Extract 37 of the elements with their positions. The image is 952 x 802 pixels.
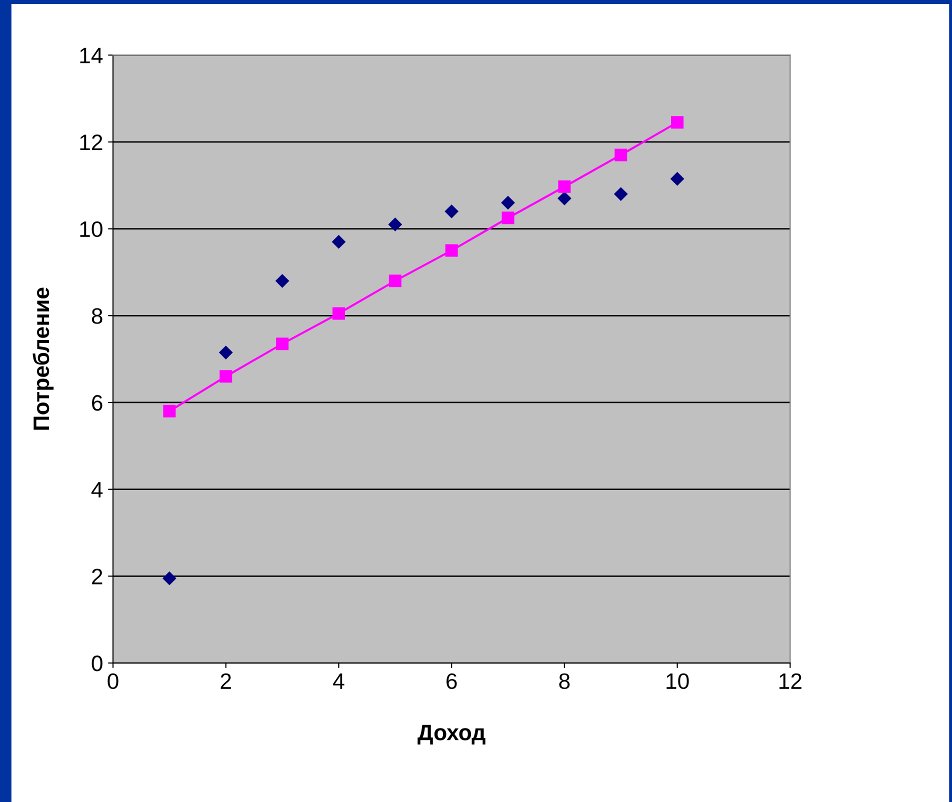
x-tick-label: 0 bbox=[108, 673, 118, 690]
point bbox=[388, 274, 402, 288]
point bbox=[444, 204, 459, 218]
point bbox=[332, 307, 345, 320]
point bbox=[163, 404, 176, 418]
x-axis-title: Доход bbox=[418, 724, 486, 745]
y-axis-title: Потребление bbox=[32, 288, 54, 430]
point bbox=[614, 187, 628, 201]
x-tick-label: 4 bbox=[333, 674, 344, 689]
y-tick-label: 10 bbox=[80, 221, 102, 238]
point bbox=[275, 274, 290, 288]
point bbox=[218, 346, 233, 360]
x-tick-label: 12 bbox=[779, 673, 802, 689]
y-tick-label: 0 bbox=[92, 656, 102, 672]
y-tick-label: 8 bbox=[92, 308, 102, 324]
point bbox=[162, 571, 176, 586]
x-tick-label: 6 bbox=[446, 673, 457, 690]
y-tick-label: 6 bbox=[92, 395, 102, 411]
y-tick-label: 12 bbox=[80, 134, 102, 150]
point bbox=[671, 116, 684, 129]
y-tick-label: 14 bbox=[80, 48, 103, 64]
point bbox=[276, 338, 289, 350]
x-tick-label: 8 bbox=[559, 673, 570, 690]
point bbox=[557, 191, 572, 206]
point bbox=[558, 180, 571, 193]
point bbox=[670, 172, 684, 186]
point bbox=[501, 196, 515, 210]
y-tick-label: 2 bbox=[92, 568, 102, 584]
point bbox=[388, 218, 402, 232]
x-tick-label: 10 bbox=[666, 673, 689, 690]
x-tick-label: 2 bbox=[220, 673, 231, 689]
point bbox=[502, 212, 514, 224]
point bbox=[332, 234, 346, 249]
point bbox=[614, 148, 628, 162]
y-tick-label: 4 bbox=[91, 482, 103, 498]
point bbox=[445, 244, 458, 257]
point bbox=[220, 370, 232, 383]
